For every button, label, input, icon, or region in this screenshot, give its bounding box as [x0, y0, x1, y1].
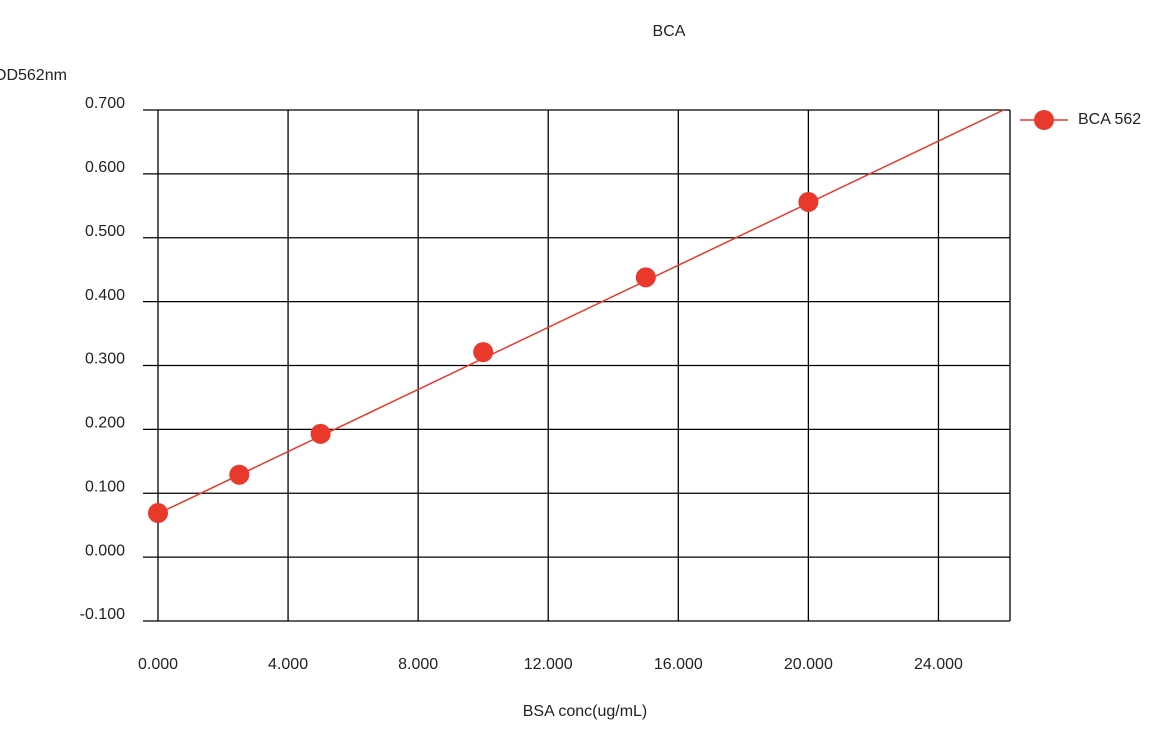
data-point [229, 464, 250, 485]
data-point [635, 267, 656, 288]
x-tick-label: 20.000 [784, 656, 833, 673]
x-tick-label: 12.000 [524, 656, 573, 673]
data-point [798, 191, 819, 212]
legend-marker [1034, 110, 1054, 130]
x-axis-label: BSA conc(ug/mL) [523, 703, 648, 720]
y-tick-label: 0.400 [85, 287, 125, 304]
legend-label: BCA 562 [1078, 111, 1141, 128]
trend-line [157, 109, 1004, 515]
y-tick-label: 0.700 [85, 95, 125, 112]
y-tick-label: 0.300 [85, 351, 125, 368]
y-axis-label: OD562nm [0, 67, 67, 84]
data-point [148, 503, 168, 524]
y-tick-label: 0.000 [85, 542, 125, 559]
x-tick-label: 4.000 [268, 656, 308, 673]
chart-title: BCA [653, 23, 686, 40]
y-tick-label: 0.200 [85, 415, 125, 432]
y-tick-label: -0.100 [80, 606, 125, 623]
data-point [310, 423, 331, 444]
x-tick-label: 0.000 [138, 656, 178, 673]
y-tick-label: 0.100 [85, 478, 125, 495]
x-tick-label: 24.000 [914, 656, 963, 673]
y-tick-label: 0.500 [85, 223, 125, 240]
x-tick-label: 8.000 [398, 656, 438, 673]
data-point [473, 342, 494, 363]
x-tick-label: 16.000 [654, 656, 703, 673]
y-tick-label: 0.600 [85, 159, 125, 176]
